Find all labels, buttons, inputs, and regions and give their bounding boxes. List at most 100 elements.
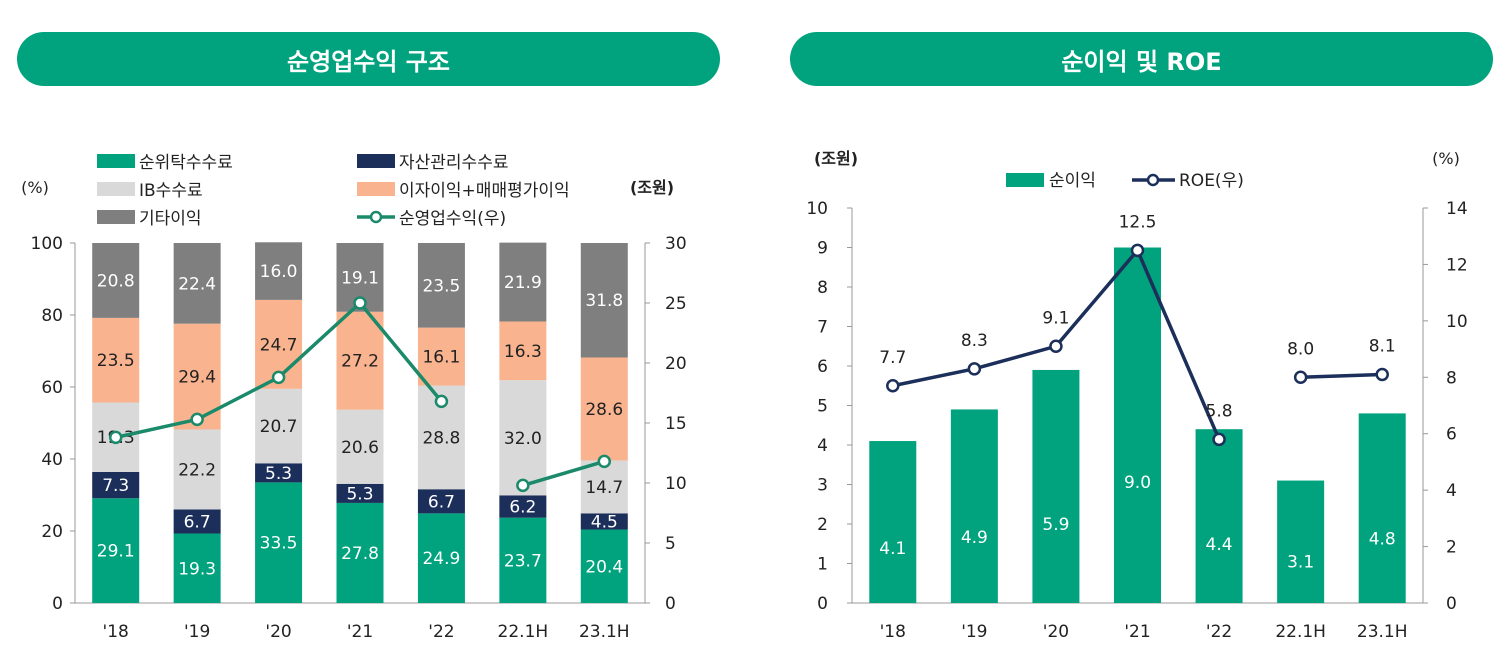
bar-segment — [580, 460, 628, 514]
legend-marker — [369, 210, 383, 224]
bar-value-label: 4.9 — [961, 528, 988, 548]
line-point — [967, 362, 982, 376]
bar-value-label: 9.0 — [1124, 473, 1151, 493]
bar-value-label: 20.7 — [260, 417, 298, 437]
bar-value-label: 16.1 — [422, 348, 460, 368]
bar-value-label: 24.7 — [260, 335, 298, 355]
bar-segment — [336, 502, 384, 603]
left-tick-label: 6 — [817, 357, 828, 377]
right-tick-label: 6 — [1446, 425, 1457, 445]
bar-segment — [173, 533, 221, 603]
bar-value-label: 31.8 — [585, 291, 623, 311]
bar — [1358, 413, 1406, 603]
bar-segment — [173, 243, 221, 324]
right-tick-label: 12 — [1446, 255, 1468, 275]
bar-value-label: 7.3 — [102, 476, 129, 496]
x-tick-label: '22 — [1206, 622, 1232, 642]
bar-value-label: 24.9 — [422, 549, 460, 569]
bar-segment — [580, 357, 628, 461]
bar-value-label: 6.7 — [184, 512, 211, 532]
left-tick-label: 8 — [817, 278, 828, 298]
bar-value-label: 29.1 — [97, 542, 135, 562]
line-point — [1212, 432, 1226, 447]
left-tick-label: 9 — [817, 239, 828, 259]
bar — [869, 441, 917, 603]
bar-value-label: 16.3 — [504, 342, 542, 362]
line-series — [892, 247, 1221, 441]
bar-segment — [417, 513, 465, 603]
left-chart-title: 순영업수익 구조 — [17, 32, 720, 86]
bar-segment — [499, 242, 547, 322]
line-point — [353, 296, 367, 310]
bar-value-label: 29.4 — [178, 368, 216, 388]
bar-value-label: 32.0 — [504, 429, 542, 449]
line-value-label: 5.8 — [1206, 401, 1233, 421]
bar-value-label: 14.7 — [585, 478, 623, 498]
right-tick-label: 20 — [665, 354, 687, 374]
x-tick-label: 23.1H — [579, 622, 630, 642]
bar-value-label: 5.9 — [1042, 515, 1069, 535]
legend-label: IB수수료 — [139, 181, 203, 201]
bar-value-label: 27.8 — [341, 544, 379, 564]
left-axis-unit: (%) — [21, 178, 49, 197]
right-tick-label: 25 — [665, 294, 687, 314]
line-point — [271, 370, 286, 385]
bar-value-label: 23.5 — [422, 276, 460, 296]
x-tick-label: '19 — [184, 622, 210, 642]
line-series — [1300, 372, 1383, 380]
line-value-label: 12.5 — [1119, 212, 1157, 232]
bar-segment — [336, 409, 384, 484]
legend-label: 기타이익 — [139, 209, 202, 229]
left-tick-label: 7 — [817, 318, 828, 338]
x-tick-label: '20 — [265, 622, 291, 642]
bar-value-label: 19.1 — [341, 268, 379, 288]
left-tick-label: 10 — [806, 199, 828, 219]
left-tick-label: 5 — [817, 397, 828, 417]
legend-swatch — [357, 154, 395, 168]
right-tick-label: 8 — [1446, 368, 1457, 388]
left-tick-label: 4 — [817, 436, 828, 456]
line-value-label: 8.0 — [1287, 339, 1314, 359]
bar-value-label: 4.1 — [879, 539, 906, 559]
bar-value-label: 22.4 — [178, 274, 216, 294]
legend-label: 순영업수익(우) — [399, 209, 506, 229]
bar-segment — [499, 517, 547, 603]
bar-value-label: 4.4 — [1206, 535, 1233, 555]
left-tick-label: 0 — [52, 594, 63, 614]
line-point — [1375, 367, 1389, 382]
x-tick-label: '20 — [1043, 622, 1069, 642]
bar-segment — [499, 380, 547, 496]
bar-segment — [92, 498, 140, 603]
legend-swatch — [97, 182, 135, 196]
line-value-label: 8.3 — [961, 331, 988, 351]
bar-segment — [336, 311, 384, 410]
line-point — [516, 478, 530, 493]
legend-swatch — [97, 154, 135, 168]
legend-label: 순위탁수수료 — [139, 153, 233, 173]
bar-segment — [499, 321, 547, 381]
bar-segment — [255, 482, 303, 603]
x-tick-label: '18 — [880, 622, 906, 642]
bar-value-label: 4.5 — [591, 512, 618, 532]
x-tick-label: '21 — [347, 622, 373, 642]
right-tick-label: 15 — [665, 414, 687, 434]
left-tick-label: 60 — [41, 378, 63, 398]
bar-value-label: 23.5 — [97, 351, 135, 371]
right-axis-unit: (조원) — [630, 178, 674, 197]
bar-value-label: 21.9 — [504, 273, 542, 293]
line-point — [886, 379, 900, 393]
line-point — [1130, 243, 1145, 258]
x-tick-label: '19 — [961, 622, 987, 642]
left-tick-label: 40 — [41, 450, 63, 470]
bar-value-label: 28.8 — [422, 428, 460, 448]
bar-segment — [92, 243, 140, 318]
line-series — [522, 459, 605, 488]
bar-segment — [417, 327, 465, 386]
bar-value-label: 3.1 — [1287, 552, 1314, 572]
x-tick-label: '18 — [103, 622, 129, 642]
left-tick-label: 0 — [817, 594, 828, 614]
bar-segment — [580, 513, 628, 530]
right-tick-label: 10 — [1446, 312, 1468, 332]
x-tick-label: '22 — [428, 622, 454, 642]
bar-value-label: 5.3 — [346, 484, 373, 504]
